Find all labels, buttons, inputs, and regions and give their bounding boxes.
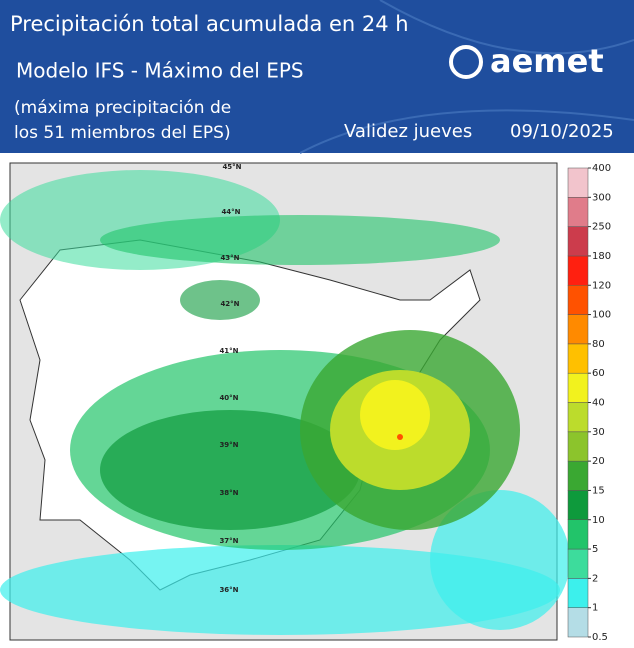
colorbar-segment (567, 519, 589, 550)
colorbar-label: 5 (592, 544, 598, 555)
colorbar-label: 30 (592, 427, 605, 438)
colorbar-segment (567, 197, 589, 227)
model: Modelo IFS - Máximo del EPS (16, 59, 304, 83)
colorbar: 0.5 1 2 5 10 15 20 30 40 60 80 100 120 180 250 300 400 (567, 163, 611, 643)
colorbar-label: 250 (592, 222, 611, 233)
latitude-label: 40°N (219, 394, 238, 402)
colorbar-segment (567, 255, 589, 286)
precip-area (100, 410, 360, 530)
title: Precipitación total acumulada en 24 h (10, 12, 409, 36)
colorbar-label: 120 (592, 280, 611, 291)
map: 45°N 44°N 43°N 42°N 41°N 40°N 39°N 38°N … (0, 162, 570, 641)
precip-area (100, 215, 500, 265)
colorbar-segment (567, 607, 589, 638)
colorbar-label: 300 (592, 192, 611, 203)
max-marker (397, 434, 403, 440)
colorbar-label: 40 (592, 398, 605, 409)
latitude-label: 36°N (219, 586, 238, 594)
colorbar-segment (567, 578, 589, 608)
colorbar-label: 400 (592, 163, 611, 174)
precip-area (430, 490, 570, 630)
latitude-label: 38°N (219, 489, 238, 497)
colorbar-segment (567, 343, 589, 374)
latitude-label: 42°N (220, 300, 239, 308)
colorbar-segment (567, 431, 589, 462)
latitude-label: 37°N (219, 537, 238, 545)
logo: aemet (449, 42, 604, 80)
colorbar-segment (567, 402, 589, 433)
colorbar-label: 20 (592, 456, 605, 467)
colorbar-segment (567, 372, 589, 403)
logo-text: aemet (490, 42, 604, 80)
colorbar-label: 15 (592, 485, 605, 496)
logo-icon (449, 45, 483, 79)
header-band (0, 0, 634, 153)
latitude-label: 39°N (219, 441, 238, 449)
precip-area (0, 545, 560, 635)
latitude-label: 41°N (219, 347, 238, 355)
colorbar-label: 2 (592, 573, 598, 584)
colorbar-label: 0.5 (592, 632, 608, 643)
colorbar-label: 1 (592, 603, 598, 614)
latitude-label: 43°N (220, 254, 239, 262)
colorbar-label: 10 (592, 515, 605, 526)
latitude-labels: 45°N 44°N 43°N 42°N 41°N 40°N 39°N 38°N … (219, 163, 241, 594)
header-decoration (299, 0, 634, 154)
latitude-label: 44°N (221, 208, 240, 216)
colorbar-segment (567, 226, 589, 257)
validity-date: 09/10/2025 (510, 121, 614, 142)
precip-area (180, 280, 260, 320)
colorbar-segment (567, 548, 589, 579)
note-line: (máxima precipitación de (14, 98, 231, 118)
colorbar-label: 60 (592, 368, 605, 379)
colorbar-label: 100 (592, 310, 611, 321)
latitude-label: 45°N (222, 163, 241, 171)
colorbar-segment (567, 460, 589, 491)
validity-label: Validez jueves (344, 121, 472, 142)
colorbar-segment (567, 490, 589, 520)
colorbar-segment (567, 314, 589, 345)
colorbar-segment (567, 285, 589, 315)
note-line: los 51 miembros del EPS) (14, 123, 231, 143)
colorbar-label: 180 (592, 251, 611, 262)
colorbar-segment (567, 167, 589, 198)
colorbar-label: 80 (592, 339, 605, 350)
precip-area (360, 380, 430, 450)
